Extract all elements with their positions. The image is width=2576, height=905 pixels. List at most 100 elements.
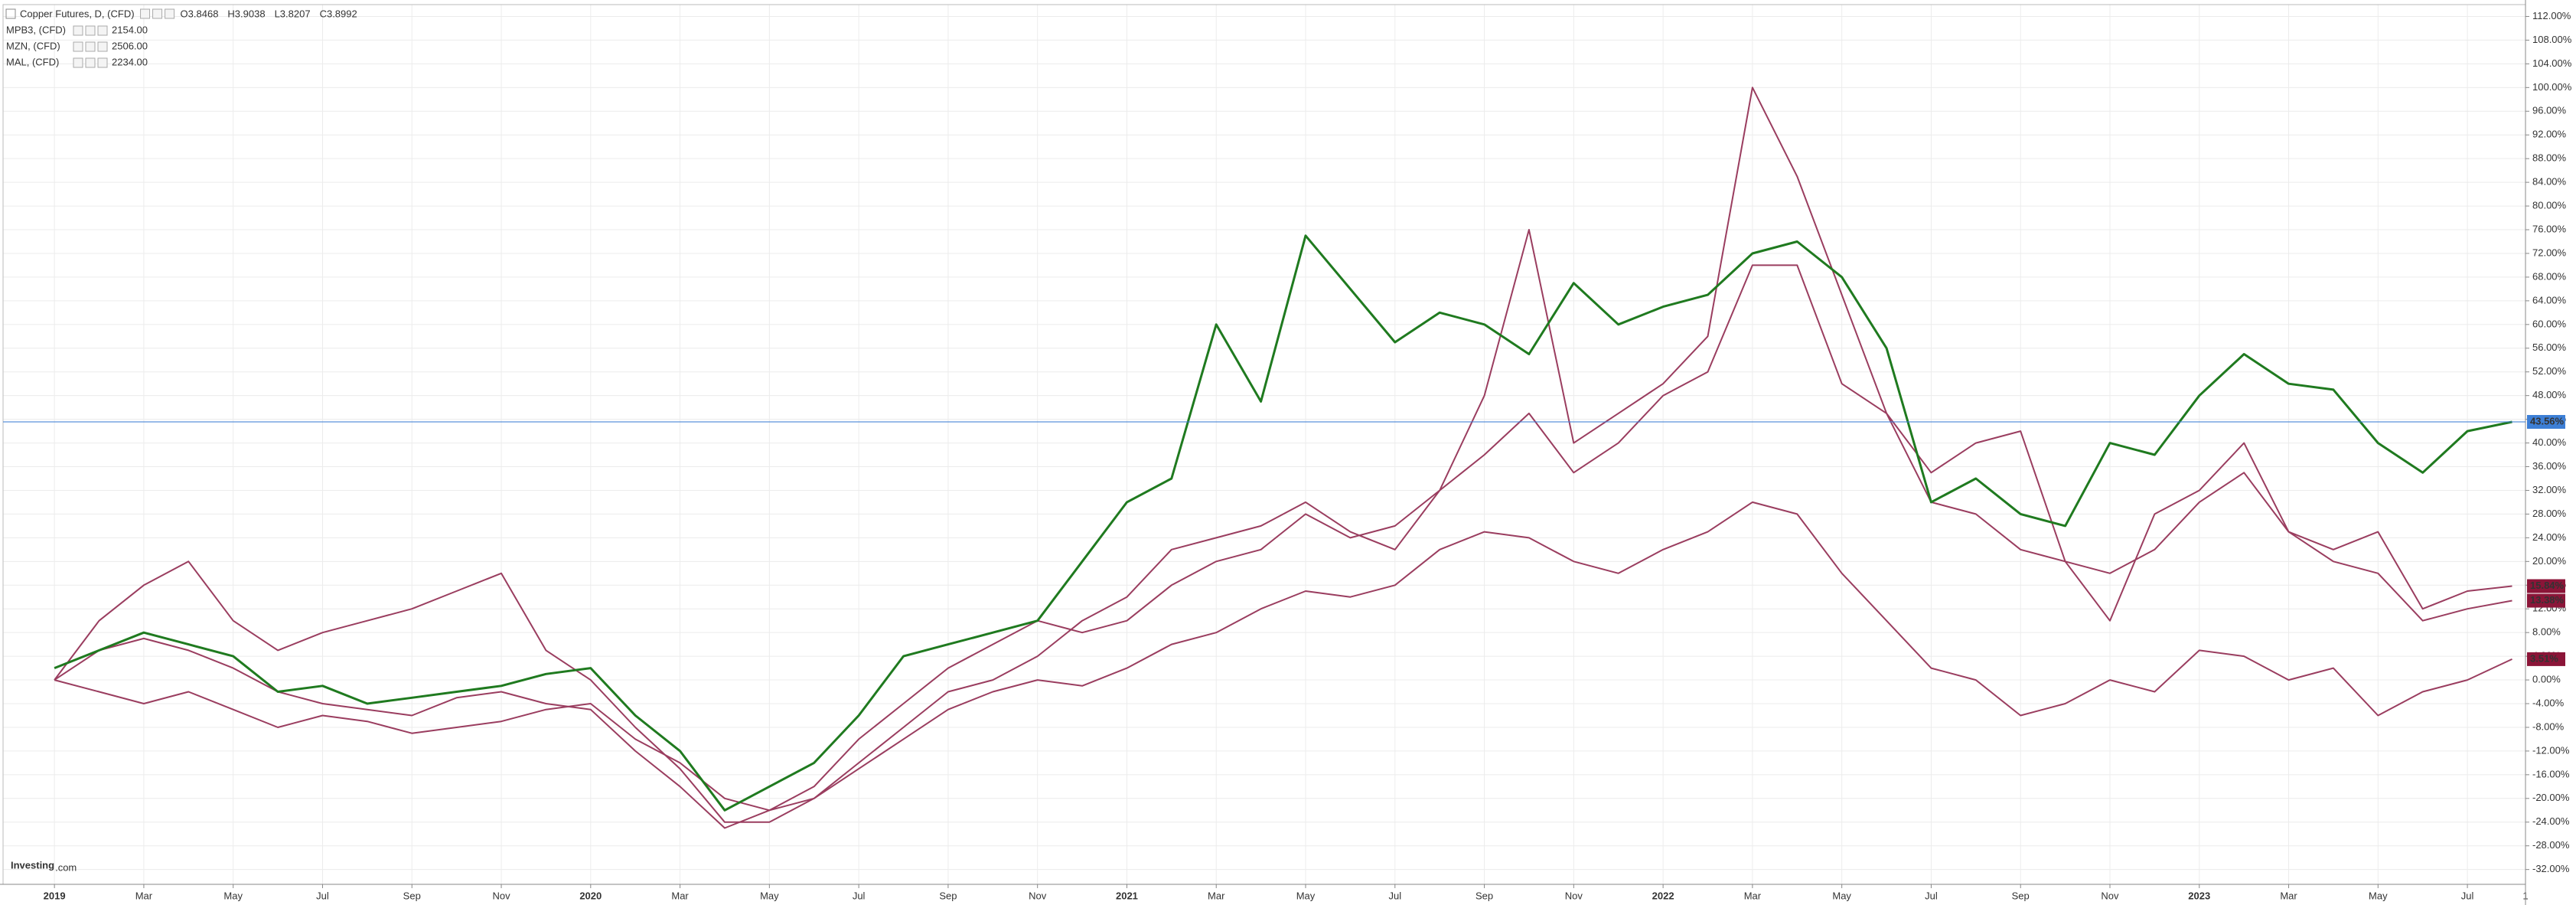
x-tick-label: Jul [1925,890,1938,901]
legend-button [73,25,83,36]
x-tick-label: May [1832,890,1851,901]
y-tick-label: -8.00% [2532,720,2565,732]
x-tick-label: Nov [1029,890,1047,901]
x-tick-label: 2020 [579,890,602,901]
y-tick-label: 76.00% [2532,223,2567,234]
ohlc-value: L3.8207 [275,8,311,19]
legend-button [97,25,108,36]
y-tick-label: 92.00% [2532,129,2567,140]
x-tick-label: Mar [1208,890,1225,901]
legend-button [73,57,83,68]
ohlc-value: H3.9038 [227,8,265,19]
y-tick-label: 36.00% [2532,460,2567,472]
last-value-label: 3.51% [2530,652,2558,664]
x-tick-label: Sep [2012,890,2030,901]
legend-button [73,41,83,52]
legend-button [85,41,96,52]
x-tick-label: May [223,890,243,901]
legend-button [97,57,108,68]
y-tick-label: 112.00% [2532,10,2571,21]
x-tick-label: Mar [2280,890,2297,901]
x-tick-label: Mar [135,890,153,901]
y-tick-label: -12.00% [2532,744,2570,756]
legend-button [140,8,151,19]
y-tick-label: -24.00% [2532,815,2570,827]
y-tick-label: 48.00% [2532,389,2567,400]
y-tick-label: 64.00% [2532,294,2567,305]
y-tick-label: 24.00% [2532,531,2567,543]
x-tick-label: May [2369,890,2388,901]
legend-title: Copper Futures, D, (CFD) [20,8,135,19]
y-tick-label: 72.00% [2532,247,2567,258]
x-tick-label: 2023 [2188,890,2210,901]
legend-value: 2154.00 [112,24,148,35]
y-tick-label: 52.00% [2532,365,2567,377]
last-value-label: 15.84% [2530,580,2565,591]
y-tick-label: 104.00% [2532,57,2572,69]
y-tick-label: -32.00% [2532,863,2570,874]
legend-value: 2234.00 [112,56,148,67]
y-tick-label: 20.00% [2532,555,2567,567]
x-tick-label: Jul [1388,890,1401,901]
legend-button [97,41,108,52]
y-tick-label: 80.00% [2532,200,2567,211]
legend-value: 2506.00 [112,40,148,51]
legend-name: MPB3, (CFD) [6,24,66,35]
price-line [54,234,2512,812]
x-tick-label: Sep [1475,890,1493,901]
brand-suffix: .com [55,861,77,873]
ohlc-value: C3.8992 [320,8,357,19]
x-tick-label: Mar [1744,890,1762,901]
y-tick-label: 84.00% [2532,176,2567,188]
x-tick-label: Nov [1565,890,1583,901]
y-tick-label: 0.00% [2532,673,2561,684]
y-tick-label: 108.00% [2532,34,2572,45]
y-tick-label: 32.00% [2532,484,2567,495]
compare-line [54,87,2512,823]
x-tick-label: 2019 [44,890,66,901]
y-tick-label: 56.00% [2532,341,2567,353]
legend-name: MZN, (CFD) [6,40,60,51]
last-value-label: 13.38% [2530,594,2565,606]
y-tick-label: -4.00% [2532,697,2565,708]
y-tick-label: 60.00% [2532,318,2567,329]
compare-line [54,501,2512,812]
x-tick-label: Jul [316,890,329,901]
x-tick-label: Sep [939,890,957,901]
x-tick-label: May [1296,890,1316,901]
x-tick-label: Jul [2461,890,2474,901]
x-tick-label: Nov [2101,890,2119,901]
legend-button [152,8,163,19]
ohlc-value: O3.8468 [181,8,219,19]
x-tick-label: Jul [853,890,866,901]
last-value-box [2527,593,2565,608]
x-tick-label: 2021 [1116,890,1138,901]
legend-button [85,57,96,68]
y-tick-label: 8.00% [2532,626,2561,638]
x-tick-label: Mar [671,890,689,901]
y-tick-label: 100.00% [2532,81,2572,93]
last-value-label: 43.56% [2530,415,2565,426]
x-tick-label: Sep [403,890,421,901]
y-tick-label: -28.00% [2532,839,2570,851]
x-tick-label: May [760,890,779,901]
legend-button [165,8,175,19]
y-tick-label: -16.00% [2532,768,2570,779]
y-tick-label: 88.00% [2532,152,2567,164]
brand-logo: Investing [11,859,54,871]
collapse-icon [5,8,16,19]
x-tick-label: Nov [492,890,510,901]
last-value-box [2527,652,2565,666]
last-value-box [2527,579,2565,593]
y-tick-label: 40.00% [2532,436,2567,448]
y-tick-label: -20.00% [2532,792,2570,803]
legend-button [85,25,96,36]
x-tick-label: 2022 [1652,890,1674,901]
legend-name: MAL, (CFD) [6,56,59,67]
last-value-box [2527,415,2565,430]
compare-line [54,264,2512,829]
y-tick-label: 96.00% [2532,105,2567,116]
